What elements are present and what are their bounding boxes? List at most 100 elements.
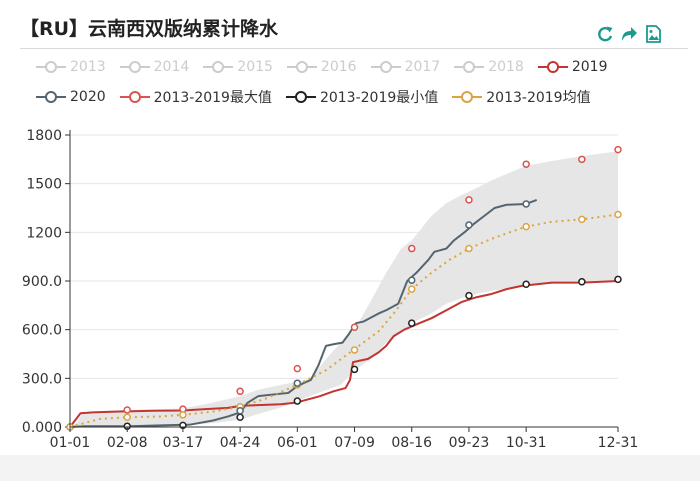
marker-2013-2019均值 bbox=[465, 244, 473, 253]
share-icon[interactable] bbox=[620, 25, 638, 43]
legend-line-icon bbox=[454, 61, 485, 73]
marker-2013-2019最大值 bbox=[522, 160, 530, 168]
legend-item-2020[interactable]: 2020 bbox=[36, 89, 106, 105]
marker-2013-2019均值 bbox=[293, 381, 302, 389]
marker-2020 bbox=[293, 379, 302, 387]
marker-2013-2019最小值 bbox=[614, 275, 622, 284]
y-tick-label: 1200 bbox=[26, 225, 62, 241]
restore-icon[interactable] bbox=[596, 25, 614, 43]
title-bar: 【RU】云南西双版纳累计降水 bbox=[20, 0, 688, 49]
y-tick-label: 0.000 bbox=[22, 420, 62, 436]
x-tick-label: 09-23 bbox=[449, 435, 490, 451]
marker-2013-2019最小值 bbox=[236, 413, 244, 422]
legend-label: 2018 bbox=[488, 59, 524, 75]
legend-row: 2013 2014 2015 2016 2017 2018 2019 bbox=[36, 55, 666, 79]
y-tick-label: 1800 bbox=[26, 128, 62, 144]
marker-2013-2019最大值 bbox=[66, 423, 74, 431]
x-tick-label: 12-31 bbox=[598, 435, 639, 451]
marker-2013-2019最小值 bbox=[465, 291, 473, 300]
marker-2013-2019均值 bbox=[179, 411, 187, 419]
x-tick-label: 08-16 bbox=[391, 435, 432, 451]
marker-2013-2019均值 bbox=[578, 215, 586, 224]
save-image-icon[interactable] bbox=[644, 25, 662, 43]
legend-label: 2013-2019最大值 bbox=[153, 90, 272, 106]
series-line-2019 bbox=[69, 280, 619, 428]
marker-2013-2019最小值 bbox=[66, 423, 74, 431]
legend-line-icon bbox=[36, 61, 66, 73]
marker-2013-2019最大值 bbox=[123, 406, 131, 414]
legend-item-2013-2019最小值[interactable]: 2013-2019最小值 bbox=[285, 87, 439, 107]
legend-label: 2013-2019均值 bbox=[486, 90, 591, 106]
legend-item-2017[interactable]: 2017 bbox=[370, 59, 441, 75]
marker-2013-2019均值 bbox=[614, 210, 622, 219]
y-tick-label: 900.0 bbox=[22, 274, 62, 290]
marker-2020 bbox=[465, 221, 473, 229]
legend-line-icon bbox=[370, 61, 401, 73]
x-tick-label: 03-17 bbox=[163, 435, 204, 451]
toolbox bbox=[596, 25, 662, 43]
marker-2013-2019最小值 bbox=[578, 278, 586, 286]
legend-label: 2014 bbox=[153, 59, 190, 75]
range-band bbox=[70, 151, 618, 427]
marker-2013-2019最大值 bbox=[350, 323, 359, 331]
legend-item-2015[interactable]: 2015 bbox=[203, 59, 273, 75]
x-tick-label: 01-01 bbox=[50, 435, 91, 451]
legend-item-2013-2019均值[interactable]: 2013-2019均值 bbox=[452, 87, 591, 107]
marker-2020 bbox=[236, 407, 244, 415]
marker-2013-2019最小值 bbox=[350, 365, 359, 374]
legend-item-2019[interactable]: 2019 bbox=[537, 59, 608, 75]
legend-label: 2013-2019最小值 bbox=[319, 90, 439, 106]
y-tick-label: 1500 bbox=[26, 177, 62, 193]
marker-2013-2019最大值 bbox=[407, 244, 416, 253]
legend-line-icon bbox=[36, 91, 66, 103]
marker-2020 bbox=[407, 276, 416, 284]
legend-item-2018[interactable]: 2018 bbox=[454, 59, 524, 75]
marker-2013-2019最大值 bbox=[236, 387, 244, 396]
legend-line-icon bbox=[537, 61, 568, 73]
legend-label: 2015 bbox=[237, 59, 273, 75]
series-line-2020 bbox=[69, 198, 538, 428]
legend-item-2013-2019最大值[interactable]: 2013-2019最大值 bbox=[119, 87, 272, 107]
marker-2013-2019最小值 bbox=[179, 421, 187, 430]
legend-item-2014[interactable]: 2014 bbox=[119, 59, 190, 75]
marker-2013-2019最小值 bbox=[123, 422, 131, 430]
footer-band bbox=[0, 455, 700, 481]
marker-2013-2019最小值 bbox=[407, 319, 416, 327]
marker-2013-2019最大值 bbox=[293, 364, 302, 373]
legend-label: 2020 bbox=[70, 89, 106, 105]
marker-2013-2019均值 bbox=[236, 402, 244, 411]
legend-line-icon bbox=[285, 91, 316, 103]
chart-legend: 2013 2014 2015 2016 2017 2018 2019 2020 2013-20… bbox=[36, 55, 666, 115]
legend-label: 2016 bbox=[320, 59, 357, 75]
marker-2013-2019最大值 bbox=[179, 405, 187, 413]
legend-label: 2013 bbox=[70, 59, 106, 75]
marker-2013-2019均值 bbox=[66, 423, 74, 431]
legend-label: 2017 bbox=[404, 59, 441, 75]
marker-2013-2019最大值 bbox=[465, 196, 473, 204]
legend-line-icon bbox=[119, 61, 150, 73]
marker-2013-2019均值 bbox=[123, 413, 131, 422]
x-tick-label: 06-01 bbox=[277, 435, 318, 451]
legend-item-2013[interactable]: 2013 bbox=[36, 59, 106, 75]
series-line-2013-2019均值 bbox=[69, 213, 619, 428]
x-tick-label: 04-24 bbox=[220, 435, 261, 451]
legend-line-icon bbox=[286, 61, 317, 73]
marker-2020 bbox=[522, 200, 530, 208]
marker-2013-2019最大值 bbox=[578, 155, 586, 164]
marker-2013-2019最小值 bbox=[522, 280, 530, 288]
legend-item-2016[interactable]: 2016 bbox=[286, 59, 357, 75]
legend-line-icon bbox=[119, 91, 150, 103]
x-tick-label: 10-31 bbox=[506, 435, 547, 451]
y-tick-label: 300.0 bbox=[22, 371, 62, 387]
marker-2013-2019最大值 bbox=[614, 145, 622, 154]
legend-line-icon bbox=[203, 61, 234, 73]
marker-2013-2019均值 bbox=[522, 222, 530, 231]
marker-2013-2019最小值 bbox=[293, 397, 302, 405]
chart-title: 【RU】云南西双版纳累计降水 bbox=[20, 18, 279, 40]
x-tick-label: 02-08 bbox=[107, 435, 148, 451]
legend-row: 2020 2013-2019最大值 2013-2019最小值 2013-2019均值 bbox=[36, 85, 666, 109]
y-tick-label: 600.0 bbox=[22, 323, 62, 339]
legend-label: 2019 bbox=[571, 59, 608, 75]
legend-line-icon bbox=[452, 91, 483, 103]
x-tick-label: 07-09 bbox=[334, 435, 375, 451]
